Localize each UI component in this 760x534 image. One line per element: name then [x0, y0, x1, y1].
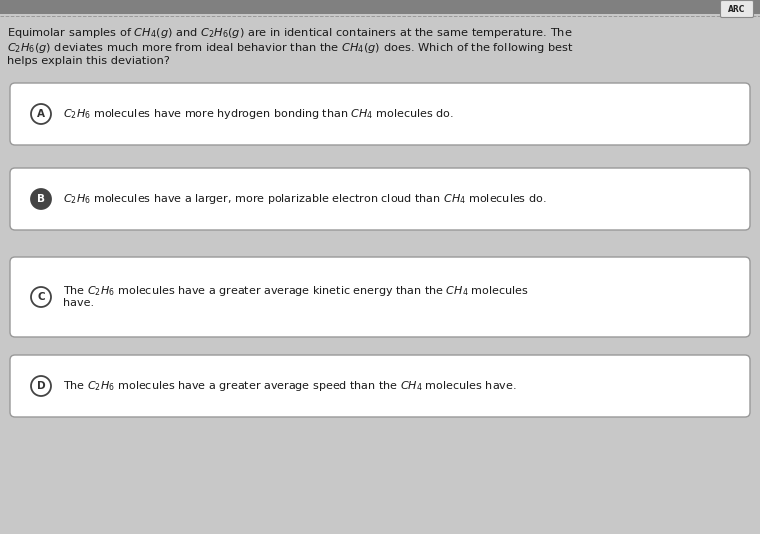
Text: ARC: ARC	[728, 4, 746, 13]
Text: $\mathit{C}_2\mathit{H}_6$ molecules have a larger, more polarizable electron cl: $\mathit{C}_2\mathit{H}_6$ molecules hav…	[63, 192, 546, 206]
Text: D: D	[36, 381, 46, 391]
Text: $\mathit{C}_2\mathit{H}_6(g)$ deviates much more from ideal behavior than the $\: $\mathit{C}_2\mathit{H}_6(g)$ deviates m…	[7, 41, 574, 55]
FancyBboxPatch shape	[10, 168, 750, 230]
Text: have.: have.	[63, 299, 94, 309]
Text: C: C	[37, 292, 45, 302]
Text: The $\mathit{C}_2\mathit{H}_6$ molecules have a greater average speed than the $: The $\mathit{C}_2\mathit{H}_6$ molecules…	[63, 379, 517, 393]
Circle shape	[31, 287, 51, 307]
FancyBboxPatch shape	[10, 355, 750, 417]
Text: $\mathit{C}_2\mathit{H}_6$ molecules have more hydrogen bonding than $\mathit{CH: $\mathit{C}_2\mathit{H}_6$ molecules hav…	[63, 107, 454, 121]
Text: The $\mathit{C}_2\mathit{H}_6$ molecules have a greater average kinetic energy t: The $\mathit{C}_2\mathit{H}_6$ molecules…	[63, 284, 529, 297]
FancyBboxPatch shape	[0, 0, 760, 14]
FancyBboxPatch shape	[10, 83, 750, 145]
Text: Equimolar samples of $\mathit{CH}_4(g)$ and $\mathit{C}_2\mathit{H}_6(g)$ are in: Equimolar samples of $\mathit{CH}_4(g)$ …	[7, 26, 572, 40]
FancyBboxPatch shape	[10, 257, 750, 337]
Circle shape	[31, 104, 51, 124]
FancyBboxPatch shape	[720, 1, 753, 18]
Circle shape	[31, 189, 51, 209]
Circle shape	[31, 376, 51, 396]
Text: A: A	[37, 109, 45, 119]
Text: B: B	[37, 194, 45, 204]
Text: helps explain this deviation?: helps explain this deviation?	[7, 56, 170, 66]
